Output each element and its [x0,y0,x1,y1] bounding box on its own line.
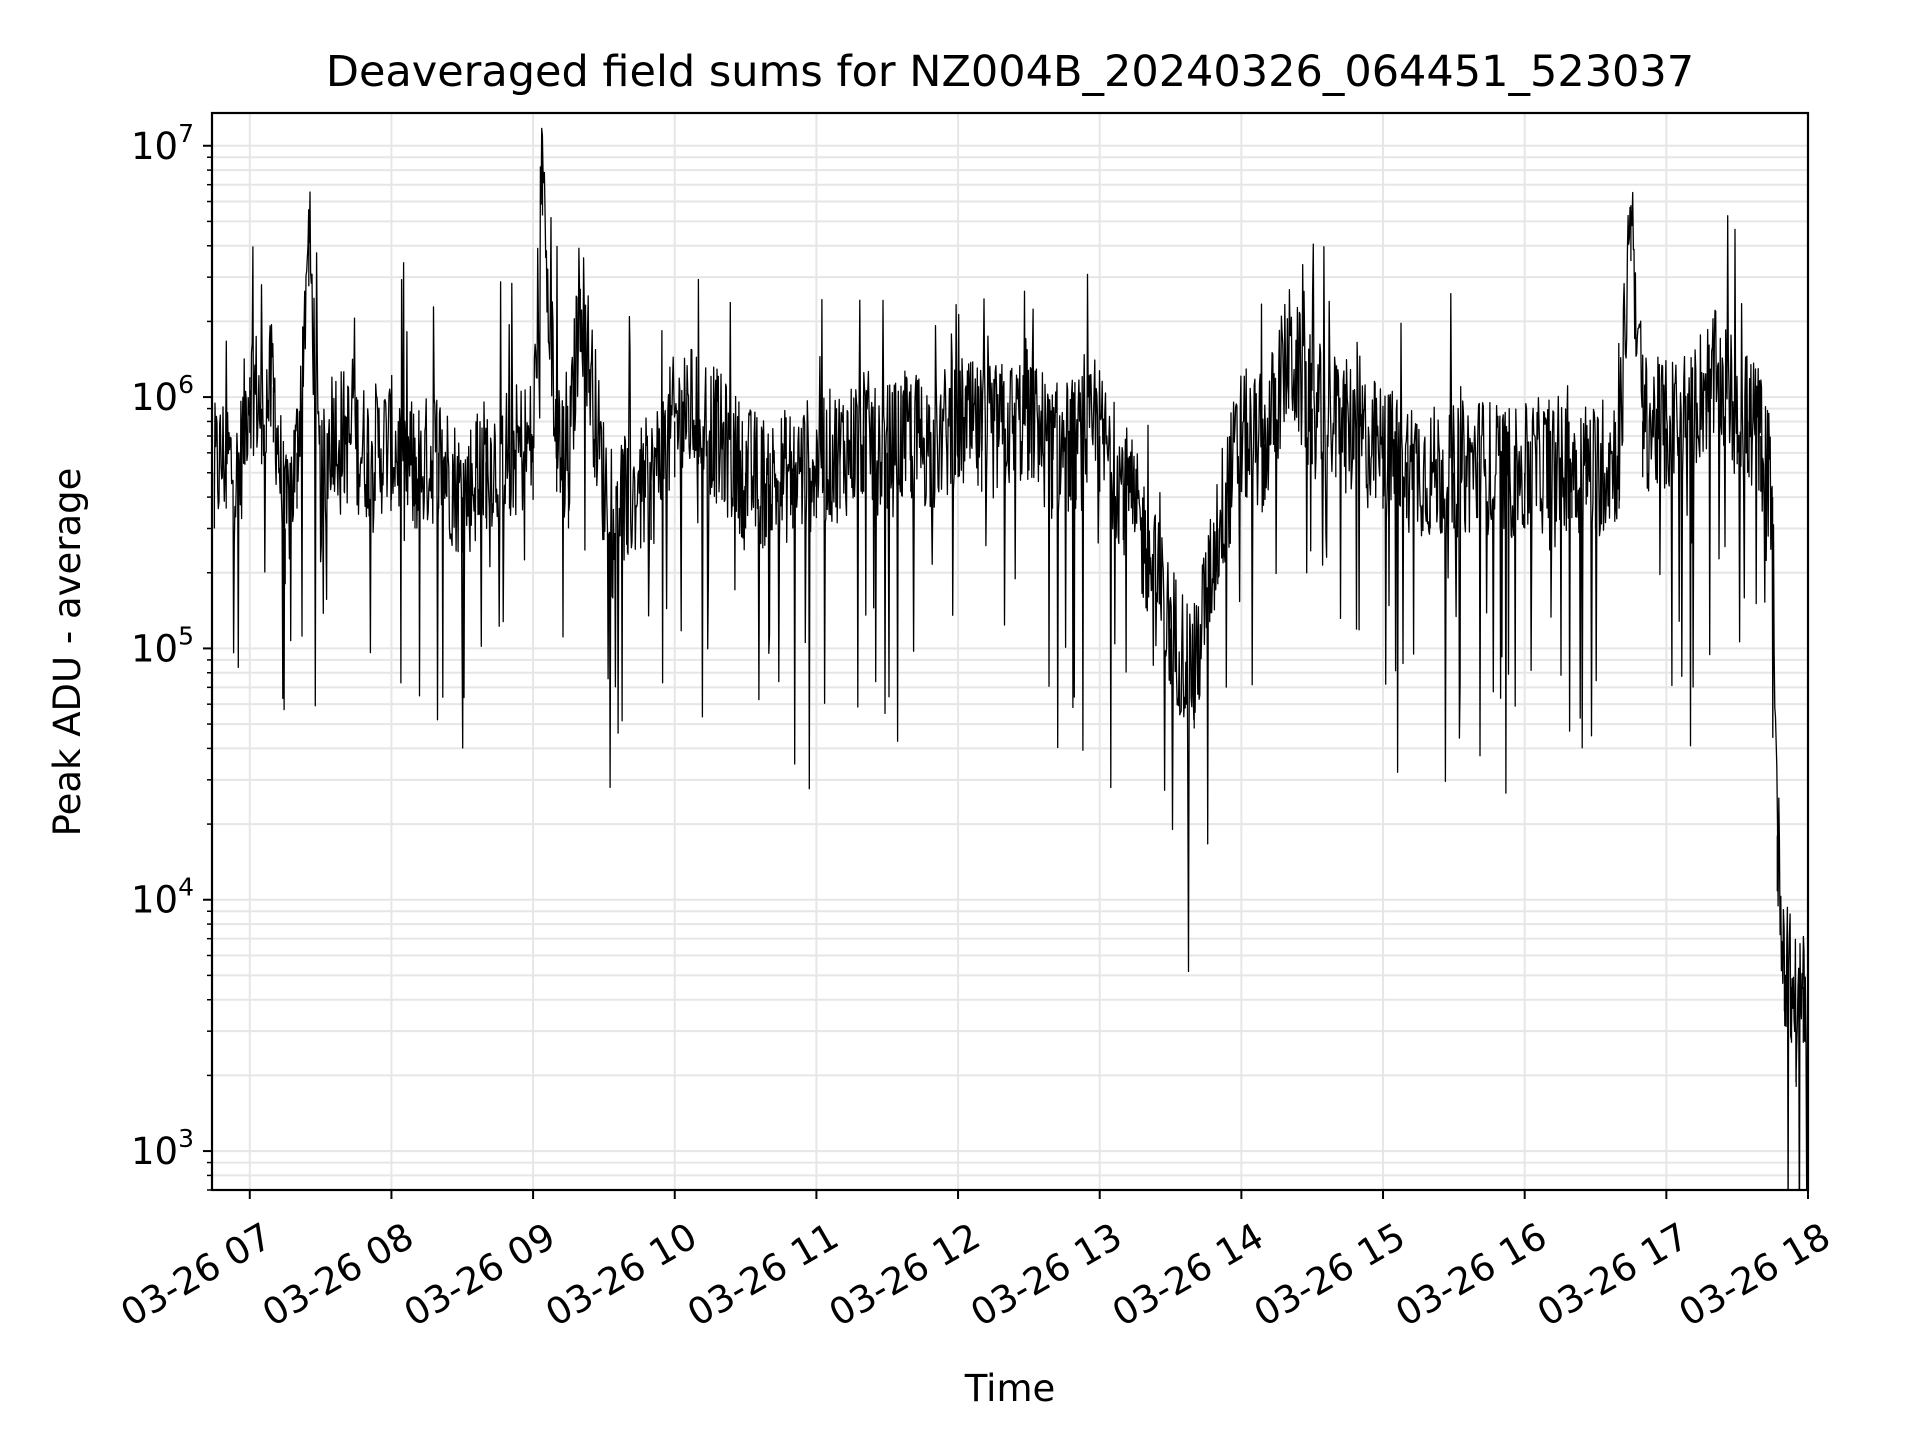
y-tick-label: 106 [131,370,194,419]
y-tick-label: 107 [131,119,194,168]
chart-title: Deaveraged field sums for NZ004B_2024032… [326,47,1694,97]
grid-minor [212,156,1808,1191]
y-tick-label: 105 [131,621,194,670]
y-axis-label: Peak ADU - average [46,468,89,837]
grid-major [212,113,1809,1190]
plot-frame [210,111,1810,1192]
y-tick-label: 103 [131,1124,194,1173]
y-tick-label: 104 [131,873,194,922]
series-line [213,127,1808,1190]
x-axis-label: Time [964,1367,1056,1410]
y-axis: 103 104 105 106 107 [131,119,212,1191]
